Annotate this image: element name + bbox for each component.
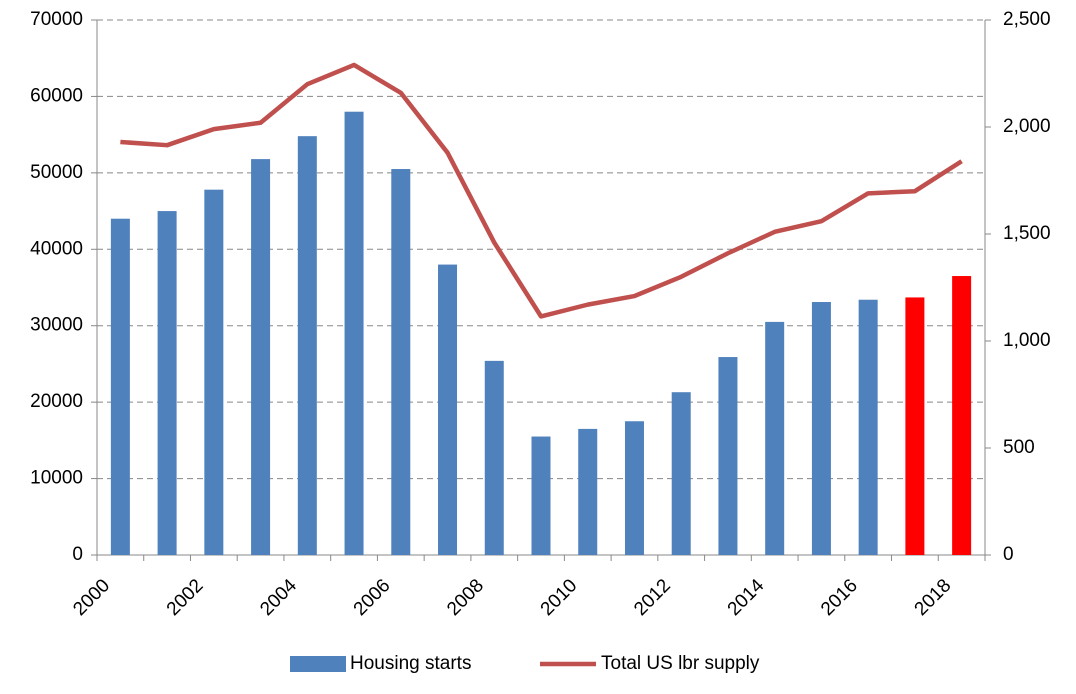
x-tick-label: 2002: [163, 575, 208, 620]
y-tick-label: 60000: [30, 85, 83, 106]
x-tick-label: 2006: [350, 575, 395, 620]
bar: [811, 302, 831, 555]
line: [120, 62, 963, 319]
bar: [297, 136, 317, 555]
bar: [671, 392, 691, 555]
legend-label: Total US lbr supply: [601, 653, 760, 674]
y2-tick-label: 2,000: [1003, 116, 1051, 137]
legend-label: Housing starts: [350, 653, 471, 674]
y2-tick-label: 500: [1003, 437, 1035, 458]
x-tick-label: 2012: [630, 575, 675, 620]
y-tick-label: 20000: [30, 391, 83, 412]
bar: [438, 264, 458, 555]
y-tick-label: 30000: [30, 315, 83, 336]
bar: [484, 360, 504, 555]
y-tick-label: 70000: [30, 9, 83, 30]
x-tick-label: 2004: [256, 575, 301, 620]
y2-tick-label: 1,500: [1003, 223, 1051, 244]
bar: [204, 189, 224, 555]
x-tick-label: 2010: [537, 575, 582, 620]
bar: [344, 111, 364, 555]
bar: [157, 211, 177, 556]
y2-tick-label: 0: [1003, 544, 1014, 565]
y-tick-label: 40000: [30, 238, 83, 259]
legend-swatch: [290, 656, 346, 672]
y2-tick-label: 2,500: [1003, 9, 1051, 30]
bar: [391, 169, 411, 556]
x-tick-label: 2000: [69, 575, 114, 620]
bar: [858, 299, 878, 555]
bar: [765, 321, 785, 555]
bar: [110, 218, 130, 555]
bar: [251, 159, 271, 555]
bar: [624, 421, 644, 555]
x-tick-label: 2016: [817, 575, 862, 620]
x-tick-label: 2018: [911, 575, 956, 620]
y-tick-label: 0: [72, 544, 83, 565]
y-tick-label: 10000: [30, 468, 83, 489]
bar: [578, 428, 598, 555]
bar: [905, 297, 925, 555]
bar: [952, 276, 972, 555]
x-tick-label: 2014: [724, 575, 769, 620]
bar: [531, 436, 551, 555]
y2-tick-label: 1,000: [1003, 330, 1051, 351]
y-tick-label: 50000: [30, 162, 83, 183]
x-tick-label: 2008: [443, 575, 488, 620]
bar: [718, 357, 738, 555]
